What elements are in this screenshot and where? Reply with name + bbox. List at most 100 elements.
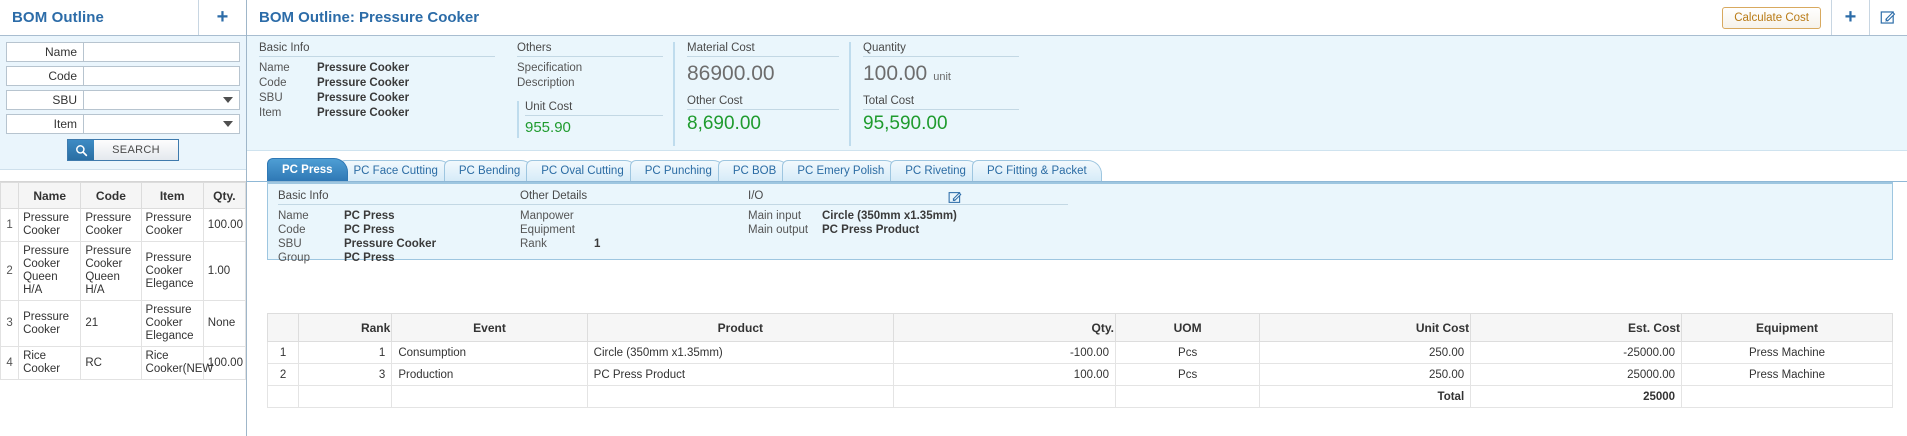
summary-key-description: Description bbox=[517, 77, 575, 89]
edit-operation-button[interactable] bbox=[948, 190, 963, 205]
calculate-cost-button[interactable]: Calculate Cost bbox=[1722, 6, 1821, 29]
lines-col-est-cost: Est. Cost bbox=[1470, 313, 1683, 342]
summary-quantity: Quantity 100.00 unit Total Cost 95,590.0… bbox=[849, 42, 1029, 146]
operation-row-group: Group PC Press bbox=[278, 251, 520, 265]
left-panel: BOM Outline + Name Code SBU bbox=[0, 0, 247, 436]
left-panel-header: BOM Outline + bbox=[0, 0, 246, 36]
lines-total-spacer-1 bbox=[266, 385, 300, 408]
chevron-down-icon bbox=[223, 97, 233, 103]
summary-key-sbu: SBU bbox=[259, 92, 283, 104]
summary-quantity-label: Quantity bbox=[863, 42, 1019, 57]
lines-total-row: Total 25000 bbox=[266, 385, 1893, 408]
lines-row-index: 1 bbox=[266, 341, 300, 364]
bom-list-row[interactable]: 4 Rice Cooker RC Rice Cooker(NEW 100.00 bbox=[0, 346, 247, 380]
lines-row[interactable]: 1 1 Consumption Circle (350mm x1.35mm) -… bbox=[266, 341, 1893, 364]
lines-row[interactable]: 2 3 Production PC Press Product 100.00 P… bbox=[266, 363, 1893, 386]
tab-pc-riveting[interactable]: PC Riveting bbox=[890, 160, 981, 181]
bom-row-code: Pressure Cooker Queen H/A bbox=[80, 241, 142, 301]
filter-row-name: Name bbox=[6, 42, 240, 62]
summary-key-name: Name bbox=[259, 62, 290, 74]
lines-row-unit-cost: 250.00 bbox=[1259, 341, 1472, 364]
bom-row-index: 3 bbox=[0, 300, 20, 347]
bom-row-item: Rice Cooker(NEW bbox=[140, 346, 213, 380]
operation-value-group: PC Press bbox=[344, 252, 395, 264]
bom-list-grid: Name Code Item Qty. 1 Pressure Cooker Pr… bbox=[0, 182, 247, 380]
bom-col-qty: Qty. bbox=[202, 182, 247, 209]
summary-key-item: Item bbox=[259, 107, 282, 119]
lines-col-unit-cost: Unit Cost bbox=[1259, 313, 1472, 342]
lines-row-uom: Pcs bbox=[1114, 363, 1261, 386]
summary-other-cost-value: 8,690.00 bbox=[687, 113, 761, 134]
tab-pc-bending[interactable]: PC Bending bbox=[443, 160, 536, 181]
summary-quantity-unit: unit bbox=[933, 71, 951, 83]
tab-pc-fitting-packet[interactable]: PC Fitting & Packet bbox=[971, 160, 1102, 181]
summary-row-item: Item Pressure Cooker bbox=[259, 106, 495, 121]
add-bom-button[interactable]: + bbox=[198, 0, 246, 35]
summary-material-cost-label: Material Cost bbox=[687, 42, 839, 57]
filter-select-item[interactable] bbox=[84, 114, 240, 134]
lines-row-unit-cost: 250.00 bbox=[1259, 363, 1472, 386]
tab-pc-oval-cutting[interactable]: PC Oval Cutting bbox=[526, 160, 639, 181]
add-operation-button[interactable]: + bbox=[1831, 0, 1869, 35]
summary-row-name: Name Pressure Cooker bbox=[259, 61, 495, 76]
summary-row-specification: Specification bbox=[517, 61, 663, 76]
summary-basic-heading: Basic Info bbox=[259, 42, 495, 57]
operation-key-code: Code bbox=[278, 224, 306, 236]
bom-list-row[interactable]: 1 Pressure Cooker Pressure Cooker Pressu… bbox=[0, 208, 247, 242]
operation-value-code: PC Press bbox=[344, 224, 395, 236]
plus-icon: + bbox=[216, 6, 229, 28]
summary-other-cost-label: Other Cost bbox=[687, 95, 839, 110]
lines-col-index bbox=[266, 313, 300, 342]
filter-input-code[interactable] bbox=[84, 66, 240, 86]
summary-quantity-value-row: 100.00 unit bbox=[863, 61, 1019, 87]
bom-row-qty: 100.00 bbox=[202, 208, 247, 242]
lines-col-event: Event bbox=[391, 313, 588, 342]
bom-row-qty: None bbox=[202, 300, 247, 347]
tab-pc-press[interactable]: PC Press bbox=[267, 158, 348, 181]
lines-total-value: 25000 bbox=[1470, 385, 1683, 408]
bom-row-name: Pressure Cooker bbox=[18, 300, 82, 347]
filter-label-name: Name bbox=[6, 42, 84, 62]
bom-row-index: 4 bbox=[0, 346, 20, 380]
search-button[interactable]: SEARCH bbox=[67, 139, 179, 161]
lines-total-spacer-6 bbox=[1114, 385, 1261, 408]
lines-total-spacer-3 bbox=[391, 385, 588, 408]
filter-input-name[interactable] bbox=[84, 42, 240, 62]
edit-pencil-icon bbox=[1880, 9, 1897, 26]
edit-bom-button[interactable] bbox=[1869, 0, 1907, 35]
operation-io: I/O Main input Circle (350mm x1.35mm) Ma… bbox=[748, 190, 1068, 251]
tab-pc-emery-polish[interactable]: PC Emery Polish bbox=[782, 160, 900, 181]
lines-row-index: 2 bbox=[266, 363, 300, 386]
lines-col-equipment: Equipment bbox=[1681, 313, 1893, 342]
operation-lines-grid-wrap: Rank Event Product Qty. UOM Unit Cost Es… bbox=[247, 305, 1907, 436]
lines-total-spacer-2 bbox=[298, 385, 393, 408]
lines-row-rank: 1 bbox=[298, 341, 393, 364]
bom-row-code: RC bbox=[80, 346, 142, 380]
tab-pc-punching[interactable]: PC Punching bbox=[629, 160, 727, 181]
summary-total-cost-label: Total Cost bbox=[863, 95, 1019, 110]
summary-total-cost-value: 95,590.00 bbox=[863, 113, 948, 134]
operation-row-equipment: Equipment bbox=[520, 223, 748, 237]
search-button-wrap: SEARCH bbox=[6, 139, 240, 161]
lines-row-qty: 100.00 bbox=[893, 363, 1116, 386]
filter-select-sbu[interactable] bbox=[84, 90, 240, 110]
tab-pc-bob[interactable]: PC BOB bbox=[717, 160, 792, 181]
lines-row-event: Production bbox=[391, 363, 588, 386]
operation-key-name: Name bbox=[278, 210, 309, 222]
operation-row-name: Name PC Press bbox=[278, 209, 520, 223]
operation-lines-grid: Rank Event Product Qty. UOM Unit Cost Es… bbox=[266, 313, 1893, 408]
lines-total-label: Total bbox=[1259, 385, 1472, 408]
bom-row-qty: 1.00 bbox=[202, 241, 247, 301]
bom-list-row[interactable]: 2 Pressure Cooker Queen H/A Pressure Coo… bbox=[0, 241, 247, 301]
lines-col-uom: UOM bbox=[1114, 313, 1261, 342]
bom-row-item: Pressure Cooker bbox=[140, 208, 204, 242]
tab-pc-face-cutting[interactable]: PC Face Cutting bbox=[338, 160, 453, 181]
summary-key-code: Code bbox=[259, 77, 287, 89]
lines-row-equipment: Press Machine bbox=[1681, 363, 1893, 386]
bom-summary-strip: Basic Info Name Pressure Cooker Code Pre… bbox=[247, 36, 1907, 151]
lines-total-spacer-5 bbox=[893, 385, 1116, 408]
operation-key-group: Group bbox=[278, 252, 310, 264]
bom-list-row[interactable]: 3 Pressure Cooker 21 Pressure Cooker Ele… bbox=[0, 300, 247, 347]
page-title: BOM Outline: Pressure Cooker bbox=[259, 9, 480, 26]
